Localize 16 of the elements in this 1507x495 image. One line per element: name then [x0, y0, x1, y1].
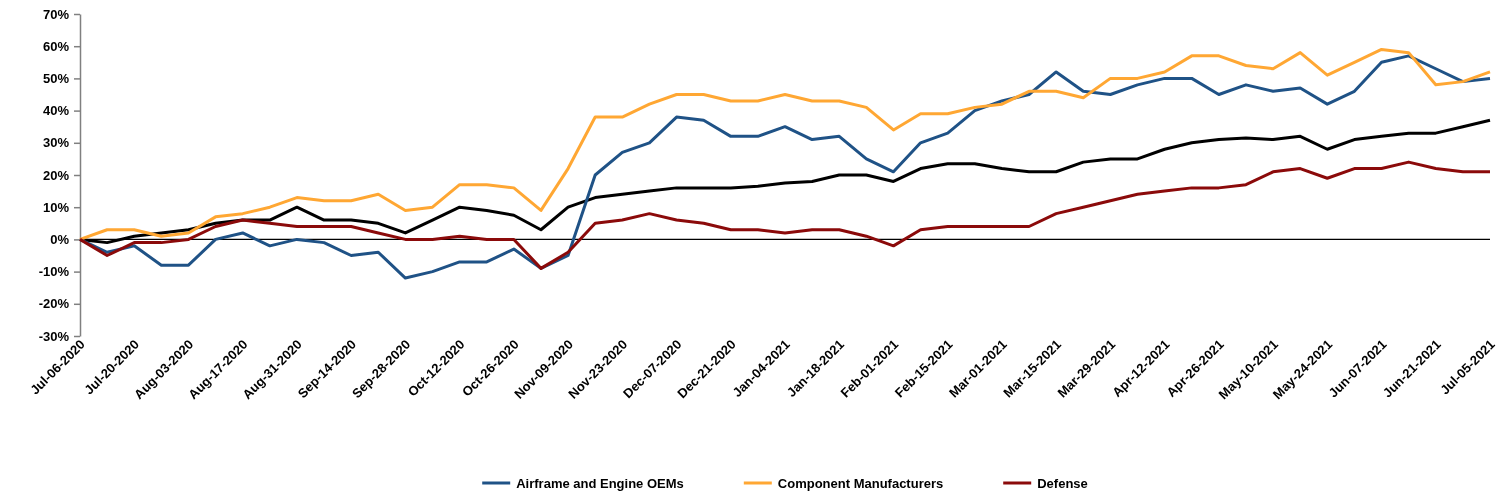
- y-tick-label: 70%: [42, 6, 70, 22]
- line-series: [78, 160, 1492, 270]
- legend-label: Component Manufacturers: [777, 476, 944, 491]
- y-tick-label: 0%: [50, 232, 70, 248]
- y-tick-label: 50%: [42, 71, 70, 87]
- y-tick-label: -10%: [38, 264, 70, 280]
- legend-label: Defense: [1037, 476, 1088, 491]
- y-tick-label: 30%: [42, 135, 70, 151]
- y-tick-label: -20%: [38, 296, 70, 312]
- y-tick-label: 60%: [42, 38, 70, 54]
- line-series: [78, 47, 1492, 241]
- y-tick-label: 20%: [42, 167, 70, 183]
- legend-label: Airframe and Engine OEMs: [516, 476, 684, 491]
- y-tick-label: 40%: [42, 103, 70, 119]
- y-tick-label: -30%: [38, 328, 70, 344]
- y-tick-label: 10%: [42, 199, 70, 215]
